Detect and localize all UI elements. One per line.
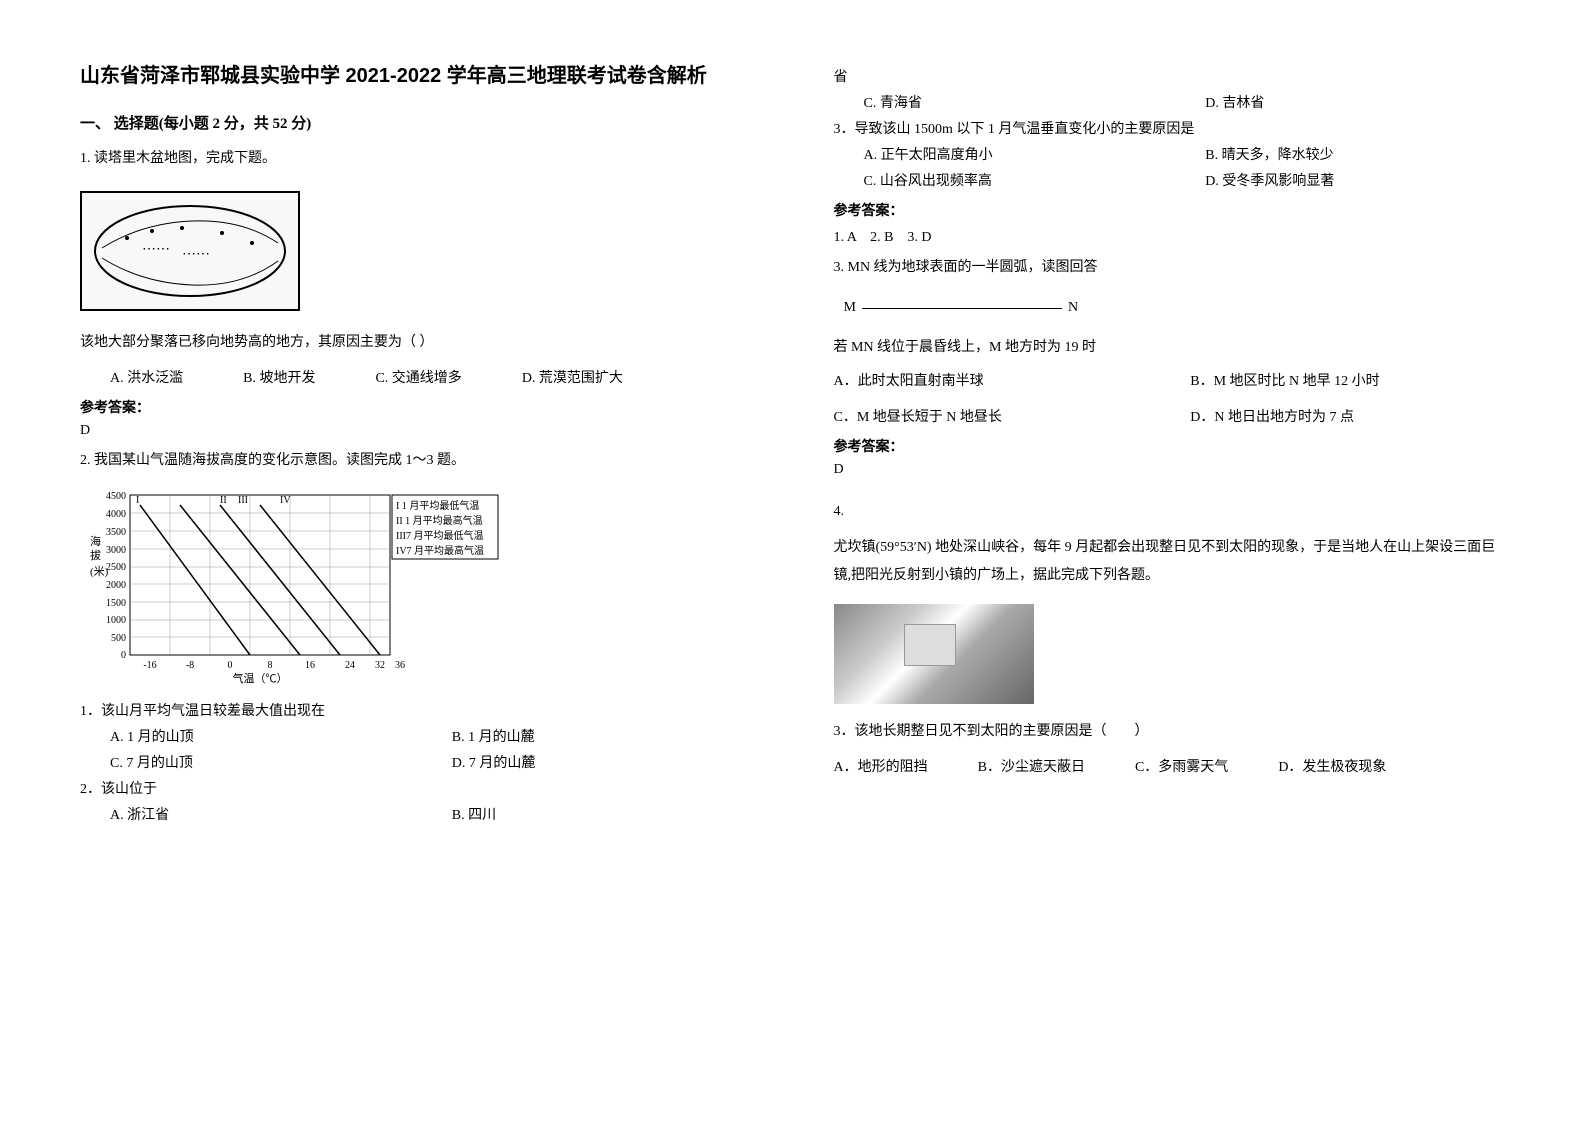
q4-stem: 尤坎镇(59°53′N) 地处深山峡谷，每年 9 月起都会出现整日见不到太阳的现…: [834, 534, 1508, 590]
q2s2-d: D. 吉林省: [1205, 92, 1507, 112]
q2-sub2-cont: 省: [834, 66, 1508, 86]
q1-sub: 该地大部分聚落已移向地势高的地方，其原因主要为（ ）: [80, 329, 754, 357]
q1-opt-c: C. 交通线增多: [375, 367, 461, 387]
svg-text:4000: 4000: [106, 509, 126, 520]
svg-text:0: 0: [121, 650, 126, 661]
svg-text:气温（℃）: 气温（℃）: [233, 671, 288, 685]
q2s1-a: A. 1 月的山顶: [110, 726, 412, 746]
q1-opt-a: A. 洪水泛滥: [110, 367, 183, 387]
svg-text:1000: 1000: [106, 615, 126, 626]
section-header: 一、 选择题(每小题 2 分，共 52 分): [80, 112, 754, 133]
q1-opt-b: B. 坡地开发: [243, 367, 315, 387]
q2-sub2-options-left: A. 浙江省 B. 四川: [110, 804, 754, 824]
q2s2-a: A. 浙江省: [110, 804, 412, 824]
q4-a: A．地形的阻挡: [834, 756, 928, 776]
q1-ans: D: [80, 423, 754, 439]
q3-a: A．此时太阳直射南半球: [834, 370, 1151, 390]
svg-text:0: 0: [228, 660, 233, 671]
q1-figure-wrap: ⋯⋯ ⋯⋯ 铁路 公路 山峰 山脉 河流 沙漠 绿洲 聚落: [80, 181, 754, 321]
q2s1-c: C. 7 月的山顶: [110, 752, 412, 772]
q4-num: 4.: [834, 498, 1508, 526]
q2-sub1: 1．该山月平均气温日较差最大值出现在: [80, 700, 754, 720]
q2s3-b: B. 晴天多，降水较少: [1205, 144, 1507, 164]
left-column: 山东省菏泽市郓城县实验中学 2021-2022 学年高三地理联考试卷含解析 一、…: [40, 60, 794, 1082]
svg-text:(米): (米): [90, 565, 109, 578]
svg-text:8: 8: [268, 660, 273, 671]
svg-text:4500: 4500: [106, 491, 126, 502]
q4-photo: [834, 604, 1034, 704]
q3-d: D．N 地日出地方时为 7 点: [1190, 406, 1507, 426]
mn-n: N: [1068, 300, 1078, 316]
q4-options: A．地形的阻挡 B．沙尘遮天蔽日 C．多雨雾天气 D．发生极夜现象: [834, 756, 1508, 776]
q3-stem: 3. MN 线为地球表面的一半圆弧，读图回答: [834, 254, 1508, 282]
svg-text:IV: IV: [280, 495, 291, 506]
q2-sub1-options: A. 1 月的山顶 B. 1 月的山麓 C. 7 月的山顶 D. 7 月的山麓: [110, 726, 754, 772]
svg-text:II 1 月平均最高气温: II 1 月平均最高气温: [396, 514, 483, 527]
q2-sub3-options: A. 正午太阳高度角小 B. 晴天多，降水较少 C. 山谷风出现频率高 D. 受…: [864, 144, 1508, 190]
q3-cond: 若 MN 线位于晨昏线上，M 地方时为 19 时: [834, 334, 1508, 362]
q2s2-b: B. 四川: [452, 804, 754, 824]
q2s3-d: D. 受冬季风影响显著: [1205, 170, 1507, 190]
q3-options: A．此时太阳直射南半球 B．M 地区时比 N 地早 12 小时 C．M 地昼长短…: [834, 370, 1508, 426]
q2-ans-label: 参考答案：: [834, 200, 1508, 220]
svg-text:16: 16: [305, 660, 315, 671]
q1-stem: 1. 读塔里木盆地图，完成下题。: [80, 145, 754, 173]
q3-c: C．M 地昼长短于 N 地昼长: [834, 406, 1151, 426]
svg-text:拔: 拔: [90, 548, 101, 562]
q4-d: D．发生极夜现象: [1278, 756, 1386, 776]
q3-b: B．M 地区时比 N 地早 12 小时: [1190, 370, 1507, 390]
q2s1-d: D. 7 月的山麓: [452, 752, 754, 772]
mn-m: M: [844, 300, 856, 316]
svg-text:海: 海: [90, 534, 101, 548]
right-column: 省 C. 青海省 D. 吉林省 3．导致该山 1500m 以下 1 月气温垂直变…: [794, 60, 1548, 1082]
q4-b: B．沙尘遮天蔽日: [978, 756, 1085, 776]
q2-sub2: 2．该山位于: [80, 778, 754, 798]
svg-text:500: 500: [111, 633, 126, 644]
svg-text:I 1 月平均最低气温: I 1 月平均最低气温: [396, 499, 479, 512]
q2s3-a: A. 正午太阳高度角小: [864, 144, 1166, 164]
svg-text:III: III: [238, 495, 248, 506]
svg-text:⋯⋯: ⋯⋯: [142, 242, 170, 257]
paper-title: 山东省菏泽市郓城县实验中学 2021-2022 学年高三地理联考试卷含解析: [80, 60, 754, 92]
svg-text:-16: -16: [143, 660, 156, 671]
q3-mn-figure: M N: [844, 300, 1508, 316]
svg-text:1500: 1500: [106, 598, 126, 609]
q2-stem: 2. 我国某山气温随海拔高度的变化示意图。读图完成 1～3 题。: [80, 447, 754, 475]
svg-text:I: I: [136, 495, 139, 506]
q2s2-c: C. 青海省: [864, 92, 1166, 112]
q1-options: A. 洪水泛滥 B. 坡地开发 C. 交通线增多 D. 荒漠范围扩大: [110, 367, 754, 387]
q4-sub: 3．该地长期整日见不到太阳的主要原因是（ ）: [834, 718, 1508, 746]
svg-text:III7 月平均最低气温: III7 月平均最低气温: [396, 529, 484, 542]
svg-text:36: 36: [395, 660, 405, 671]
svg-text:24: 24: [345, 660, 355, 671]
q1-ans-label: 参考答案：: [80, 397, 754, 417]
mn-line-seg: [862, 308, 1062, 309]
svg-text:32: 32: [375, 660, 385, 671]
q2s3-c: C. 山谷风出现频率高: [864, 170, 1166, 190]
svg-text:2000: 2000: [106, 580, 126, 591]
q2-ans: 1. A 2. B 3. D: [834, 226, 1508, 246]
q1-opt-d: D. 荒漠范围扩大: [522, 367, 623, 387]
q3-ans-label: 参考答案：: [834, 436, 1508, 456]
svg-text:2500: 2500: [106, 562, 126, 573]
svg-text:3500: 3500: [106, 527, 126, 538]
svg-text:⋯⋯: ⋯⋯: [182, 247, 210, 262]
svg-text:II: II: [220, 495, 227, 506]
svg-text:IV7 月平均最高气温: IV7 月平均最高气温: [396, 544, 484, 557]
svg-text:3000: 3000: [106, 545, 126, 556]
q2-sub2-options-right: C. 青海省 D. 吉林省: [864, 92, 1508, 112]
q1-map-figure: ⋯⋯ ⋯⋯: [80, 191, 300, 311]
q2-chart: I II III IV 4500 4000 3500 3000 2500 2000 15…: [80, 485, 754, 690]
q2s1-b: B. 1 月的山麓: [452, 726, 754, 746]
svg-text:-8: -8: [186, 660, 194, 671]
q3-ans: D: [834, 462, 1508, 478]
q2-sub3: 3．导致该山 1500m 以下 1 月气温垂直变化小的主要原因是: [834, 118, 1508, 138]
q4-c: C．多雨雾天气: [1135, 756, 1228, 776]
